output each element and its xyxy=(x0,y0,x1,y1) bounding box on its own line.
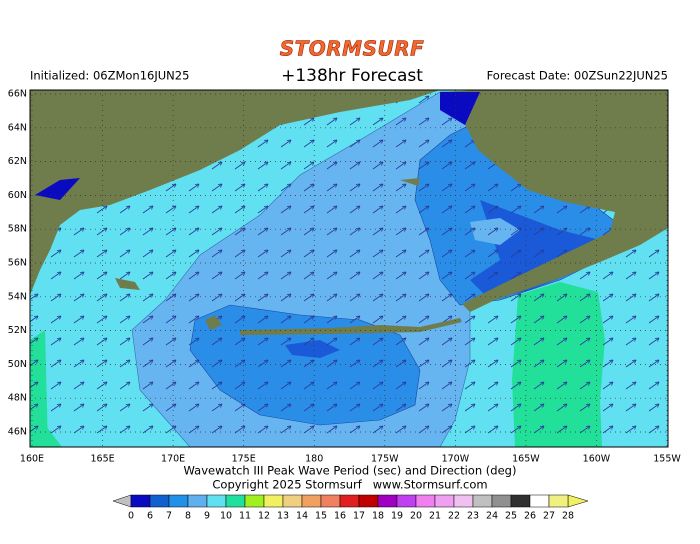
color-swatch xyxy=(187,494,208,508)
forecast-date: Forecast Date: 00ZSun22JUN25 xyxy=(487,69,668,83)
lat-label: 64N xyxy=(8,122,27,133)
color-swatch xyxy=(282,494,303,508)
caption: Wavewatch III Peak Wave Period (sec) and… xyxy=(184,464,517,478)
colorbar-label: 20 xyxy=(410,511,422,522)
lon-label: 180 xyxy=(305,454,323,465)
colorbar-label: 11 xyxy=(239,511,251,522)
lon-label: 160W xyxy=(583,454,611,465)
lon-label: 165W xyxy=(512,454,540,465)
lat-label: 50N xyxy=(8,359,27,370)
colorbar-label: 6 xyxy=(147,511,153,522)
color-swatch xyxy=(529,494,550,508)
colorbar-label: 8 xyxy=(185,511,191,522)
colorbar-low-arrow xyxy=(112,494,132,508)
colorbar-label: 26 xyxy=(524,511,536,522)
colorbar-label: 27 xyxy=(543,511,555,522)
color-swatch xyxy=(548,494,569,508)
colorbar: 0 6 7 8 9 10 11 12 13 14 15 16 17 18 19 20 21 22 23 24 25 26 2… xyxy=(128,494,574,522)
color-swatch xyxy=(244,494,265,508)
lon-label: 165E xyxy=(90,454,114,465)
lat-label: 66N xyxy=(8,89,27,100)
colorbar-label: 7 xyxy=(166,511,172,522)
brand-logo: STORMSURF xyxy=(280,37,425,61)
forecast-label: +138hr Forecast xyxy=(281,66,423,86)
color-swatch xyxy=(263,494,284,508)
colorbar-label: 24 xyxy=(486,511,498,522)
colorbar-label: 23 xyxy=(467,511,479,522)
lat-label: 56N xyxy=(8,258,27,269)
lon-label: 170E xyxy=(161,454,185,465)
coastal-water xyxy=(440,92,480,125)
colorbar-label: 21 xyxy=(429,511,441,522)
lat-label: 58N xyxy=(8,224,27,235)
color-swatch xyxy=(168,494,189,508)
lat-label: 48N xyxy=(8,393,27,404)
lon-label: 170W xyxy=(442,454,470,465)
land-asia xyxy=(30,90,440,295)
color-swatch xyxy=(377,494,398,508)
colorbar-label: 14 xyxy=(296,511,308,522)
color-swatch xyxy=(510,494,531,508)
lat-label: 62N xyxy=(8,156,27,167)
color-swatch xyxy=(415,494,436,508)
color-swatch xyxy=(225,494,246,508)
color-swatch xyxy=(453,494,474,508)
colorbar-label: 9 xyxy=(204,511,210,522)
colorbar-label: 18 xyxy=(372,511,384,522)
colorbar-label: 12 xyxy=(258,511,270,522)
map-frame xyxy=(29,89,669,448)
color-swatch xyxy=(434,494,455,508)
color-swatch xyxy=(130,494,151,508)
initialized-label: Initialized: 06ZMon16JUN25 xyxy=(30,69,189,83)
color-swatch xyxy=(320,494,341,508)
colorbar-label: 28 xyxy=(562,511,574,522)
colorbar-label: 25 xyxy=(505,511,517,522)
color-swatch xyxy=(396,494,417,508)
lat-label: 54N xyxy=(8,291,27,302)
color-swatch xyxy=(472,494,493,508)
colorbar-label: 16 xyxy=(334,511,346,522)
colorbar-high-arrow xyxy=(567,494,589,508)
colorbar-label: 15 xyxy=(315,511,327,522)
coastal-water xyxy=(35,178,80,200)
lat-label: 52N xyxy=(8,325,27,336)
color-swatch xyxy=(149,494,170,508)
lon-label: 160E xyxy=(20,454,44,465)
color-swatch xyxy=(301,494,322,508)
lat-label: 46N xyxy=(8,427,27,438)
lon-label: 175E xyxy=(232,454,256,465)
colorbar-label: 22 xyxy=(448,511,460,522)
axis-labels: 66N 64N 62N 60N 58N 56N 54N 52N 50N 48N 46N 160E 165… xyxy=(8,89,682,465)
colorbar-label: 0 xyxy=(128,511,134,522)
lat-label: 60N xyxy=(8,190,27,201)
copyright: Copyright 2025 Stormsurf www.Stormsurf.c… xyxy=(212,478,487,492)
map xyxy=(30,90,668,447)
colorbar-label: 13 xyxy=(277,511,289,522)
lon-label: 155W xyxy=(653,454,681,465)
color-swatch xyxy=(491,494,512,508)
colorbar-label: 10 xyxy=(220,511,232,522)
lon-label: 175W xyxy=(371,454,399,465)
land-alaska xyxy=(440,90,668,312)
colorbar-label: 17 xyxy=(353,511,365,522)
color-swatch xyxy=(358,494,379,508)
color-swatch xyxy=(339,494,360,508)
color-swatch xyxy=(206,494,227,508)
colorbar-label: 19 xyxy=(391,511,403,522)
